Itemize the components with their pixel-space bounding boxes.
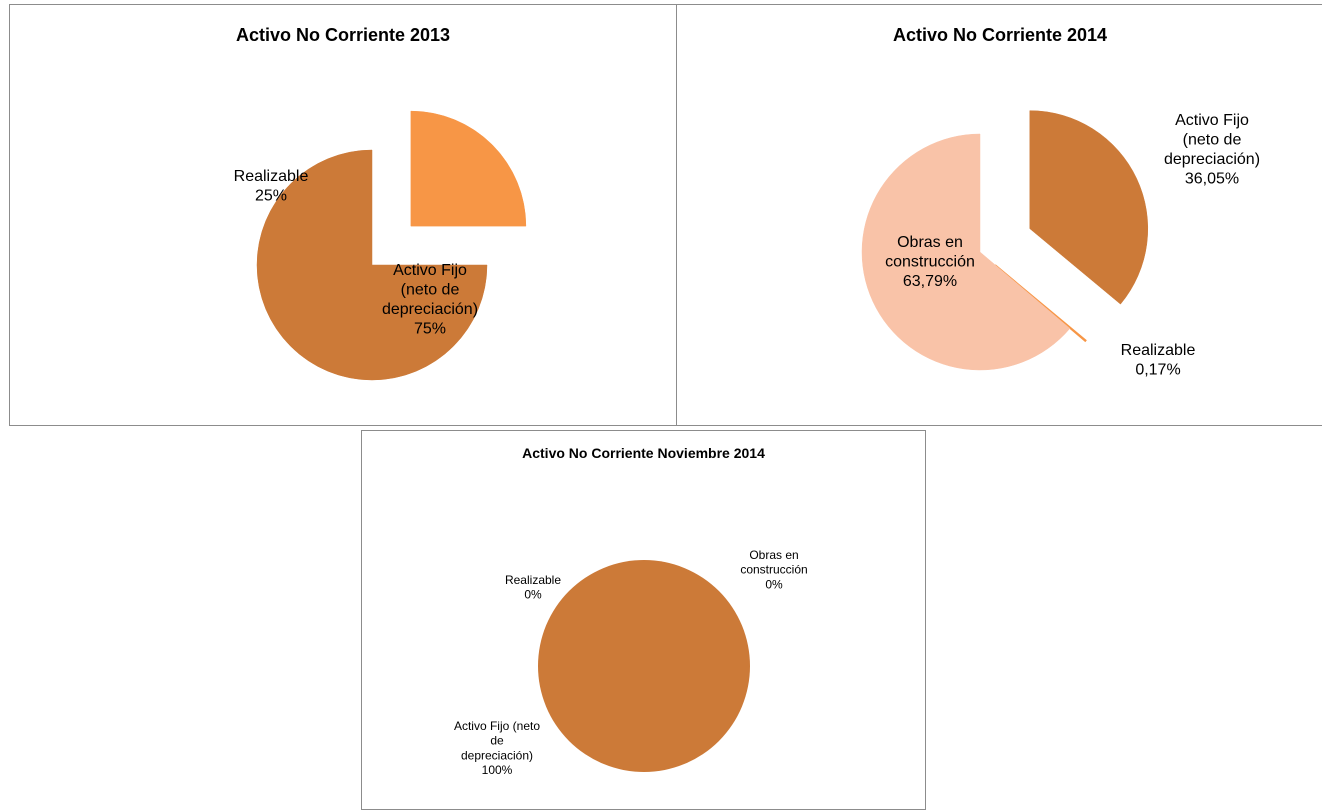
data-label-activo-fijo-neto-de-depreciacion: Activo Fijo (neto de depreciación) 36,05% xyxy=(1164,112,1260,188)
data-label-obras-en-construccion: Obras en construcción 63,79% xyxy=(885,234,975,290)
pie-slice-activo-fijo-neto-de-depreciacion xyxy=(1029,110,1149,305)
pie-chart-noviembre-2014: Obras en construcción 0% Activo Fijo (neto d… xyxy=(454,548,808,777)
data-label-realizable: Realizable 25% xyxy=(234,168,309,205)
pie-slice-realizable xyxy=(410,110,527,227)
chart-title: Activo No Corriente 2013 xyxy=(235,25,451,45)
data-label-obras-en-construccion: Obras en construcción 0% xyxy=(740,548,807,591)
data-label-activo-fijo-neto-de-depreciacion: Activo Fijo (neto de depreciación) 100% xyxy=(454,719,540,777)
chart-title: Activo No Corriente Noviembre 2014 xyxy=(522,445,765,461)
pie-chart-2014: Activo Fijo (neto de depreciación) 36,05% Re… xyxy=(861,110,1260,379)
data-label-realizable: Realizable 0,17% xyxy=(1121,342,1196,379)
chart-panel-2013: Activo No Corriente 2013 Realizable 25% Ac… xyxy=(9,4,677,426)
pie-slice-obras-en-construccion xyxy=(861,133,1071,371)
chart-panel-noviembre-2014: Activo No Corriente Noviembre 2014 Obras… xyxy=(361,430,926,810)
pie-slice-activo-fijo-neto-de-depreciacion xyxy=(538,560,750,772)
data-label-realizable: Realizable 0% xyxy=(505,573,561,602)
chart-panel-2014: Activo No Corriente 2014 Activo Fijo (net… xyxy=(676,4,1322,426)
data-label-activo-fijo-neto-de-depreciacion: Activo Fijo (neto de depreciación) 75% xyxy=(382,262,478,338)
pie-slice-activo-fijo-neto-de-depreciacion xyxy=(256,149,488,381)
chart-title: Activo No Corriente 2014 xyxy=(892,25,1108,45)
pie-chart-2013: Realizable 25% Activo Fijo (neto de deprecia… xyxy=(234,110,527,381)
